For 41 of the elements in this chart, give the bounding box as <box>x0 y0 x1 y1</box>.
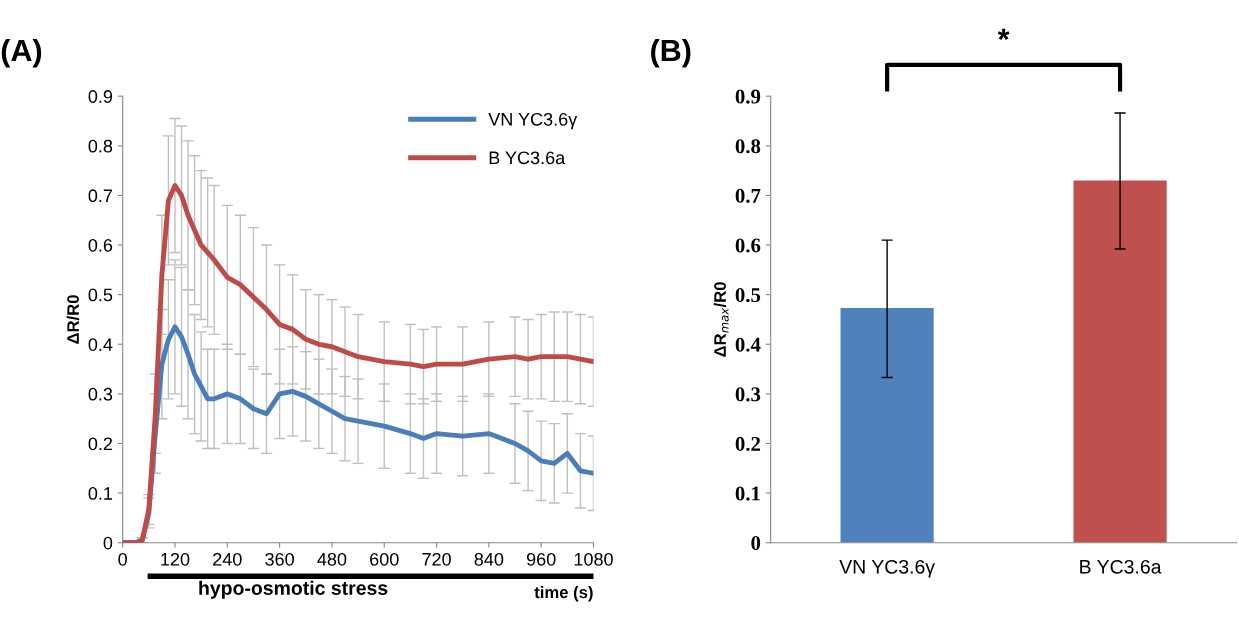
y-tick-label: 0.8 <box>735 139 761 154</box>
chart-title: (A) <box>1 38 42 68</box>
y-tick-label: 0 <box>103 536 113 550</box>
y-tick-label: 0.5 <box>735 288 761 303</box>
x-tick-label: 0 <box>118 552 127 566</box>
y-tick-label: 0.6 <box>88 238 113 252</box>
x-tick-label: 480 <box>317 552 347 566</box>
y-tick-label: 0.1 <box>735 486 760 501</box>
y-tick-label: 0.4 <box>735 337 761 352</box>
x-tick-label: B YC3.6a <box>1080 559 1162 574</box>
y-tick-label: 0.9 <box>735 89 761 104</box>
x-tick-label: 600 <box>370 552 399 566</box>
y-tick-label: 0.9 <box>88 90 113 103</box>
x-tick-label: 360 <box>265 552 294 566</box>
x-tick-label: 240 <box>213 552 242 566</box>
x-tick-label: 960 <box>526 552 556 566</box>
y-axis-title: ΔR/R0 <box>66 295 80 344</box>
y-tick-label: 0.7 <box>735 188 761 203</box>
y-tick-label: 0.8 <box>88 139 113 153</box>
x-axis-title: time (s) <box>534 585 593 602</box>
y-tick-label: 0.2 <box>88 437 113 451</box>
x-tick-label: 1080 <box>574 552 613 566</box>
chart-title: (B) <box>651 38 691 68</box>
x-tick-label: 840 <box>474 552 504 566</box>
y-tick-label: 0 <box>751 536 761 551</box>
y-tick-label: 0.3 <box>88 387 113 401</box>
y-tick-label: 0.4 <box>88 338 113 351</box>
y-tick-label: 0.5 <box>88 288 113 302</box>
legend-label: B YC3.6a <box>489 151 566 165</box>
text: hypo-osmotic stress <box>199 580 388 599</box>
x-tick-label: 720 <box>422 552 451 566</box>
legend-label: VN YC3.6γ <box>488 112 578 130</box>
x-tick-label: VN YC3.6γ <box>839 559 935 578</box>
text: * <box>997 28 1010 40</box>
y-axis-title: ΔR$_{max}$/R0 <box>713 282 729 357</box>
y-tick-label: 0.6 <box>735 238 761 253</box>
y-tick-label: 0.1 <box>88 487 113 500</box>
y-tick-label: 0.2 <box>735 436 761 452</box>
x-tick-label: 120 <box>161 552 190 566</box>
y-tick-label: 0.7 <box>88 189 113 203</box>
y-tick-label: 0.3 <box>735 387 761 402</box>
